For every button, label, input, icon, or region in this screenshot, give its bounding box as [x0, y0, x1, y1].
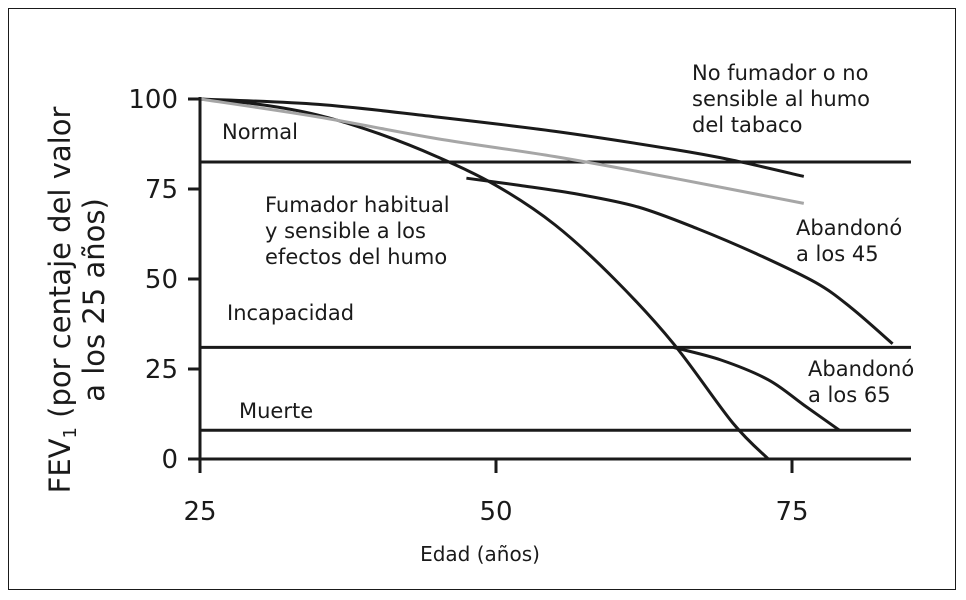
- y-tick-label-75: 75: [145, 175, 178, 205]
- y-axis-title-main: FEV: [43, 438, 77, 493]
- annotation-smoker-line-3: efectos del humo: [265, 245, 447, 269]
- annotation-muerte-line-1: Muerte: [239, 399, 313, 423]
- y-axis-title-rest: (por centaje del valor: [43, 107, 77, 428]
- series-smoker: [199, 97, 770, 461]
- annotation-smoker-line-1: Fumador habitual: [265, 193, 450, 217]
- y-tick-label-25: 25: [145, 355, 178, 385]
- annotation-normal: Normal: [222, 120, 298, 144]
- chart-frame: [8, 8, 956, 590]
- series-quit-45: [466, 176, 894, 345]
- y-axis-title-line2: a los 25 años): [77, 198, 111, 402]
- annotation-quit-45: Abandonó a los 45: [796, 216, 902, 266]
- annotation-quit-45-line-1: Abandonó: [796, 216, 902, 240]
- series-quit-65: [673, 345, 841, 432]
- y-tick-label-100: 100: [128, 85, 178, 115]
- annotation-normal-line-1: Normal: [222, 120, 298, 144]
- x-axis-title: Edad (años): [420, 542, 540, 566]
- series-non-smoker: [199, 97, 805, 178]
- y-tick-label-50: 50: [145, 265, 178, 295]
- series-gray-reference: [199, 97, 805, 205]
- annotation-non-smoker-line-2: sensible al humo: [692, 87, 870, 111]
- annotation-quit-65-line-1: Abandonó: [808, 357, 914, 381]
- annotation-quit-65: Abandonó a los 65: [808, 357, 914, 407]
- x-tick-label-50: 50: [479, 497, 512, 527]
- svg-text:FEV1 (por centaje del valor: FEV1 (por centaje del valor: [43, 107, 81, 494]
- y-tick-label-0: 0: [161, 445, 178, 475]
- y-axis-title-sub: 1: [60, 427, 81, 438]
- x-tick-label-25: 25: [183, 497, 216, 527]
- annotation-non-smoker-line-1: No fumador o no: [692, 61, 868, 85]
- annotation-non-smoker: No fumador o no sensible al humo del tabac…: [692, 61, 870, 137]
- annotation-muerte: Muerte: [239, 399, 313, 423]
- annotation-incapacidad: Incapacidad: [227, 301, 354, 325]
- x-tick-label-75: 75: [775, 497, 808, 527]
- annotation-quit-45-line-2: a los 45: [796, 242, 879, 266]
- annotation-non-smoker-line-3: del tabaco: [692, 113, 802, 137]
- y-axis-title: FEV1 (por centaje del valor a los 25 año…: [43, 107, 111, 494]
- annotation-incapacidad-line-1: Incapacidad: [227, 301, 354, 325]
- annotation-quit-65-line-2: a los 65: [808, 383, 891, 407]
- annotation-smoker: Fumador habitual y sensible a los efectos …: [265, 193, 450, 269]
- annotation-smoker-line-2: y sensible a los: [265, 219, 426, 243]
